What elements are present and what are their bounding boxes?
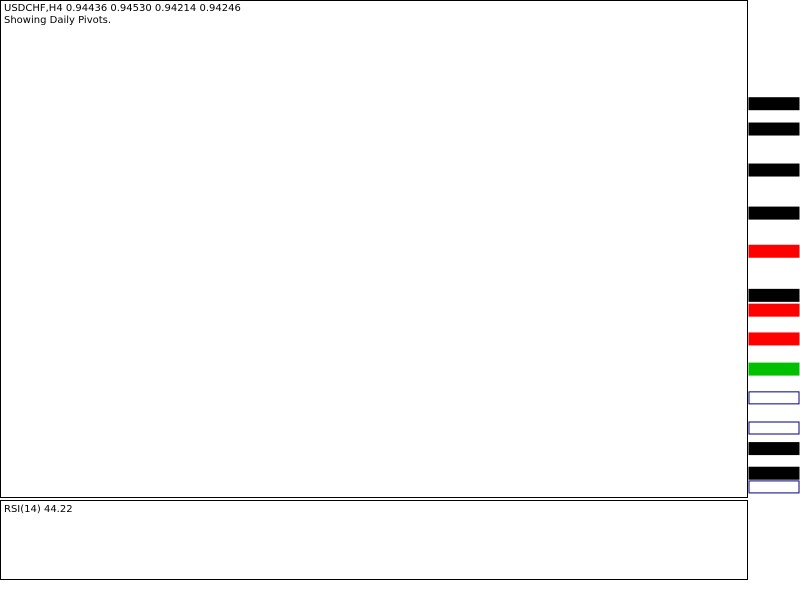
level-label-box [748, 97, 800, 111]
main-panel-border [0, 0, 748, 498]
level-label-box [748, 466, 800, 480]
level-label-box [748, 391, 800, 405]
level-label-box [748, 303, 800, 317]
level-label-box [748, 332, 800, 346]
chart-title: USDCHF,H4 0.94436 0.94530 0.94214 0.9424… [4, 3, 241, 14]
level-label-box [748, 442, 800, 456]
text-layer: USDCHF,H4 0.94436 0.94530 0.94214 0.9424… [4, 3, 800, 515]
level-label-box [748, 163, 800, 177]
level-label-box [748, 362, 800, 376]
level-label-box [748, 288, 800, 302]
chart-subtitle: Showing Daily Pivots. [4, 15, 111, 26]
level-label-box [748, 421, 800, 435]
level-label-box [748, 480, 800, 494]
level-label-box [748, 206, 800, 220]
rsi-title: RSI(14) 44.22 [4, 504, 73, 515]
level-label-box [748, 244, 800, 258]
level-label-box [748, 122, 800, 136]
rsi-panel-border [0, 500, 748, 580]
